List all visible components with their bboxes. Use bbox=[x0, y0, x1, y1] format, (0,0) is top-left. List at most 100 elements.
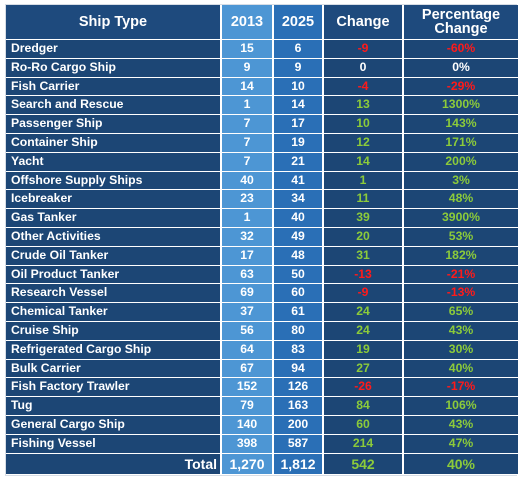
table-row: Yacht 7 21 14 200% bbox=[6, 152, 518, 172]
ship-type-cell: Bulk Carrier bbox=[6, 359, 222, 379]
change-cell: 12 bbox=[324, 133, 404, 153]
value-2013-cell: 63 bbox=[222, 265, 274, 285]
table-row: Gas Tanker 1 40 39 3900% bbox=[6, 209, 518, 228]
value-2025-cell: 60 bbox=[274, 284, 324, 304]
ship-type-cell: Ro-Ro Cargo Ship bbox=[6, 58, 222, 78]
change-cell: 31 bbox=[324, 246, 404, 266]
value-2025-cell: 41 bbox=[274, 171, 324, 191]
table-row: Tug 79 163 84 106% bbox=[6, 397, 518, 416]
percentage-change-cell: -60% bbox=[404, 40, 518, 59]
percentage-change-cell: 106% bbox=[404, 397, 518, 416]
value-2013-cell: 152 bbox=[222, 378, 274, 398]
value-2025-cell: 50 bbox=[274, 265, 324, 285]
change-cell: -26 bbox=[324, 378, 404, 398]
table-row: Search and Rescue 1 14 13 1300% bbox=[6, 96, 518, 116]
header-ship-type: Ship Type bbox=[6, 5, 222, 40]
change-cell: 10 bbox=[324, 115, 404, 134]
table-row: Offshore Supply Ships 40 41 1 3% bbox=[6, 171, 518, 191]
percentage-change-cell: 65% bbox=[404, 303, 518, 322]
value-2025-cell: 17 bbox=[274, 115, 324, 134]
change-cell: -9 bbox=[324, 40, 404, 59]
change-cell: 24 bbox=[324, 303, 404, 322]
value-2013-cell: 7 bbox=[222, 152, 274, 172]
change-cell: 24 bbox=[324, 321, 404, 341]
percentage-change-cell: 43% bbox=[404, 321, 518, 341]
percentage-change-cell: -29% bbox=[404, 77, 518, 97]
change-cell: 84 bbox=[324, 397, 404, 416]
ship-type-cell: Oil Product Tanker bbox=[6, 265, 222, 285]
value-2013-cell: 17 bbox=[222, 246, 274, 266]
ship-type-table: Ship Type 2013 2025 Change Percentage Ch… bbox=[6, 5, 518, 475]
total-change: 542 bbox=[324, 453, 404, 475]
value-2025-cell: 6 bbox=[274, 40, 324, 59]
table-body: Dredger 15 6 -9 -60% Ro-Ro Cargo Ship 9 9 0 0% Fis… bbox=[6, 40, 518, 475]
value-2025-cell: 21 bbox=[274, 152, 324, 172]
value-2025-cell: 9 bbox=[274, 58, 324, 78]
percentage-change-cell: 3900% bbox=[404, 209, 518, 228]
table-row: Cruise Ship 56 80 24 43% bbox=[6, 321, 518, 341]
percentage-change-cell: 1300% bbox=[404, 96, 518, 116]
table-row: Chemical Tanker 37 61 24 65% bbox=[6, 303, 518, 322]
value-2025-cell: 94 bbox=[274, 359, 324, 379]
table-row: Fish Factory Trawler 152 126 -26 -17% bbox=[6, 378, 518, 398]
percentage-change-cell: -17% bbox=[404, 378, 518, 398]
percentage-change-cell: 200% bbox=[404, 152, 518, 172]
table-row: Container Ship 7 19 12 171% bbox=[6, 133, 518, 153]
change-cell: 214 bbox=[324, 434, 404, 454]
value-2025-cell: 200 bbox=[274, 415, 324, 435]
ship-type-cell: Other Activities bbox=[6, 227, 222, 247]
change-cell: -4 bbox=[324, 77, 404, 97]
change-cell: 27 bbox=[324, 359, 404, 379]
table-row: General Cargo Ship 140 200 60 43% bbox=[6, 415, 518, 435]
value-2013-cell: 40 bbox=[222, 171, 274, 191]
value-2025-cell: 83 bbox=[274, 340, 324, 360]
change-cell: 20 bbox=[324, 227, 404, 247]
table-row: Other Activities 32 49 20 53% bbox=[6, 227, 518, 247]
value-2013-cell: 140 bbox=[222, 415, 274, 435]
value-2013-cell: 1 bbox=[222, 96, 274, 116]
table-row: Fishing Vessel 398 587 214 47% bbox=[6, 434, 518, 454]
table-row: Refrigerated Cargo Ship 64 83 19 30% bbox=[6, 340, 518, 360]
ship-type-cell: Cruise Ship bbox=[6, 321, 222, 341]
value-2013-cell: 7 bbox=[222, 133, 274, 153]
change-cell: 11 bbox=[324, 190, 404, 210]
header-2013: 2013 bbox=[222, 5, 274, 40]
total-2013: 1,270 bbox=[222, 453, 274, 475]
table-row: Icebreaker 23 34 11 48% bbox=[6, 190, 518, 210]
value-2025-cell: 10 bbox=[274, 77, 324, 97]
value-2025-cell: 40 bbox=[274, 209, 324, 228]
value-2013-cell: 1 bbox=[222, 209, 274, 228]
value-2013-cell: 69 bbox=[222, 284, 274, 304]
change-cell: -13 bbox=[324, 265, 404, 285]
value-2013-cell: 9 bbox=[222, 58, 274, 78]
total-label: Total bbox=[6, 453, 222, 475]
percentage-change-cell: 53% bbox=[404, 227, 518, 247]
value-2013-cell: 37 bbox=[222, 303, 274, 322]
ship-type-cell: Passenger Ship bbox=[6, 115, 222, 134]
value-2013-cell: 14 bbox=[222, 77, 274, 97]
change-cell: 0 bbox=[324, 58, 404, 78]
ship-type-cell: Offshore Supply Ships bbox=[6, 171, 222, 191]
value-2013-cell: 56 bbox=[222, 321, 274, 341]
ship-type-cell: Refrigerated Cargo Ship bbox=[6, 340, 222, 360]
percentage-change-cell: -21% bbox=[404, 265, 518, 285]
table-row: Crude Oil Tanker 17 48 31 182% bbox=[6, 246, 518, 266]
percentage-change-cell: 43% bbox=[404, 415, 518, 435]
percentage-change-cell: 47% bbox=[404, 434, 518, 454]
percentage-change-cell: 48% bbox=[404, 190, 518, 210]
value-2025-cell: 61 bbox=[274, 303, 324, 322]
value-2025-cell: 19 bbox=[274, 133, 324, 153]
total-percentage-change: 40% bbox=[404, 453, 518, 475]
ship-type-cell: Search and Rescue bbox=[6, 96, 222, 116]
change-cell: 19 bbox=[324, 340, 404, 360]
ship-type-table-frame: Ship Type 2013 2025 Change Percentage Ch… bbox=[5, 4, 518, 476]
value-2025-cell: 14 bbox=[274, 96, 324, 116]
value-2025-cell: 48 bbox=[274, 246, 324, 266]
ship-type-cell: Chemical Tanker bbox=[6, 303, 222, 322]
value-2013-cell: 7 bbox=[222, 115, 274, 134]
ship-type-cell: Crude Oil Tanker bbox=[6, 246, 222, 266]
change-cell: 14 bbox=[324, 152, 404, 172]
ship-type-cell: Icebreaker bbox=[6, 190, 222, 210]
header-percentage-change: Percentage Change bbox=[404, 5, 518, 40]
ship-type-cell: Fishing Vessel bbox=[6, 434, 222, 454]
